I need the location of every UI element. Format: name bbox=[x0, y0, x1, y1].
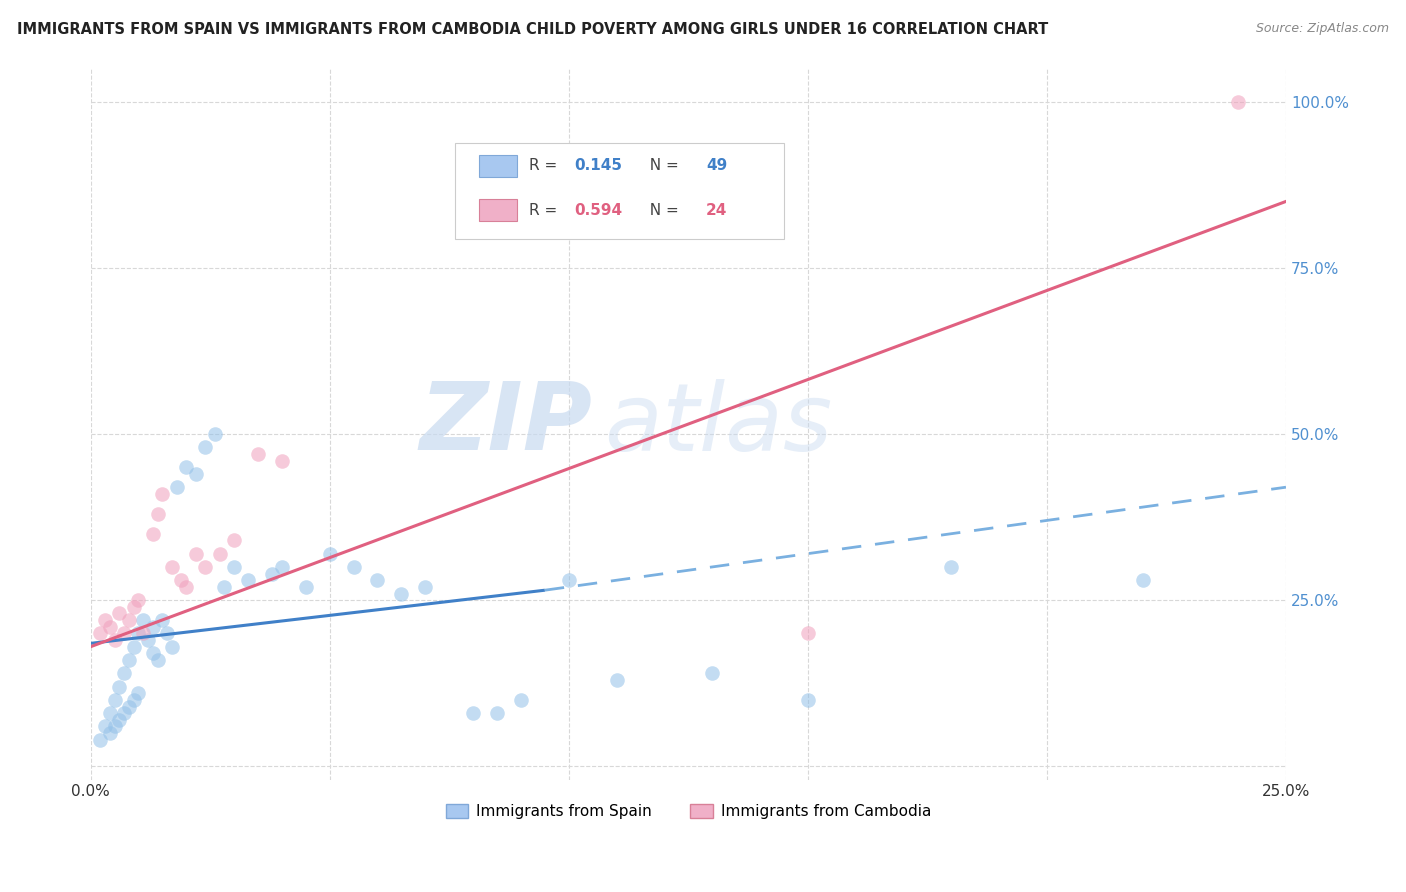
Point bbox=[1227, 95, 1250, 109]
Point bbox=[122, 599, 145, 614]
Point bbox=[103, 633, 125, 648]
Point bbox=[941, 560, 963, 574]
Point bbox=[156, 626, 179, 640]
Point bbox=[389, 586, 412, 600]
Text: 24: 24 bbox=[706, 202, 727, 218]
Point bbox=[194, 440, 217, 454]
Point bbox=[558, 573, 581, 587]
Point bbox=[142, 646, 165, 660]
Text: 49: 49 bbox=[706, 159, 727, 173]
Point bbox=[194, 560, 217, 574]
Point bbox=[132, 613, 155, 627]
Point bbox=[127, 626, 149, 640]
Text: IMMIGRANTS FROM SPAIN VS IMMIGRANTS FROM CAMBODIA CHILD POVERTY AMONG GIRLS UNDE: IMMIGRANTS FROM SPAIN VS IMMIGRANTS FROM… bbox=[17, 22, 1047, 37]
Point bbox=[1132, 573, 1154, 587]
Point bbox=[89, 626, 111, 640]
Point bbox=[214, 580, 236, 594]
Point bbox=[112, 666, 135, 681]
Point bbox=[702, 666, 724, 681]
Point bbox=[270, 560, 292, 574]
Point bbox=[294, 580, 316, 594]
Point bbox=[112, 706, 135, 720]
Text: ZIP: ZIP bbox=[420, 378, 593, 470]
Point bbox=[174, 580, 197, 594]
Point bbox=[146, 507, 169, 521]
Point bbox=[112, 626, 135, 640]
Point bbox=[222, 560, 245, 574]
Point bbox=[246, 447, 269, 461]
Point bbox=[150, 613, 173, 627]
Point bbox=[94, 719, 117, 733]
Text: R =: R = bbox=[529, 202, 562, 218]
Point bbox=[142, 620, 165, 634]
Point bbox=[127, 686, 149, 700]
Point bbox=[170, 573, 193, 587]
Point bbox=[606, 673, 628, 687]
Point bbox=[184, 467, 207, 481]
Point bbox=[108, 680, 131, 694]
Point bbox=[366, 573, 388, 587]
Point bbox=[150, 487, 173, 501]
Point bbox=[89, 732, 111, 747]
Point bbox=[238, 573, 260, 587]
Point bbox=[127, 593, 149, 607]
Text: Source: ZipAtlas.com: Source: ZipAtlas.com bbox=[1256, 22, 1389, 36]
FancyBboxPatch shape bbox=[479, 154, 517, 178]
Point bbox=[98, 620, 121, 634]
Point bbox=[118, 699, 141, 714]
Point bbox=[204, 427, 226, 442]
Point bbox=[342, 560, 364, 574]
Point bbox=[98, 726, 121, 740]
Point bbox=[142, 526, 165, 541]
Point bbox=[318, 547, 340, 561]
Point bbox=[174, 460, 197, 475]
Point bbox=[146, 653, 169, 667]
Point bbox=[122, 640, 145, 654]
Point bbox=[108, 713, 131, 727]
FancyBboxPatch shape bbox=[479, 199, 517, 221]
Point bbox=[132, 626, 155, 640]
Point bbox=[262, 566, 284, 581]
FancyBboxPatch shape bbox=[456, 144, 785, 239]
Text: N =: N = bbox=[641, 159, 685, 173]
Point bbox=[463, 706, 485, 720]
Point bbox=[270, 453, 292, 467]
Point bbox=[103, 693, 125, 707]
Text: R =: R = bbox=[529, 159, 562, 173]
Point bbox=[486, 706, 509, 720]
Point bbox=[184, 547, 207, 561]
Text: 0.594: 0.594 bbox=[575, 202, 623, 218]
Text: atlas: atlas bbox=[605, 378, 832, 469]
Point bbox=[98, 706, 121, 720]
Point bbox=[160, 640, 183, 654]
Point bbox=[103, 719, 125, 733]
Point bbox=[94, 613, 117, 627]
Legend: Immigrants from Spain, Immigrants from Cambodia: Immigrants from Spain, Immigrants from C… bbox=[440, 798, 938, 825]
Point bbox=[136, 633, 159, 648]
Point bbox=[122, 693, 145, 707]
Point bbox=[166, 480, 188, 494]
Point bbox=[797, 693, 820, 707]
Point bbox=[118, 613, 141, 627]
Point bbox=[160, 560, 183, 574]
Point bbox=[413, 580, 436, 594]
Point bbox=[797, 626, 820, 640]
Text: 0.145: 0.145 bbox=[575, 159, 623, 173]
Point bbox=[108, 607, 131, 621]
Point bbox=[208, 547, 231, 561]
Point bbox=[118, 653, 141, 667]
Point bbox=[510, 693, 533, 707]
Point bbox=[222, 533, 245, 548]
Text: N =: N = bbox=[641, 202, 685, 218]
